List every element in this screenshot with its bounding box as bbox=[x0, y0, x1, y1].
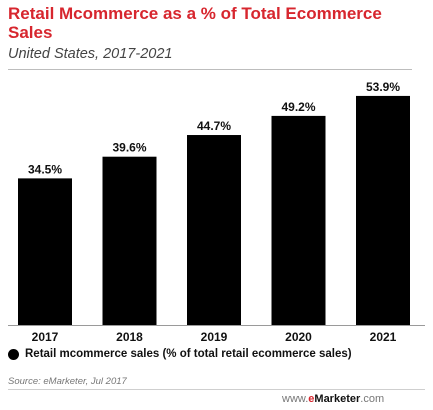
x-tick-2017: 2017 bbox=[32, 330, 59, 344]
footer-brand-rest: Marketer bbox=[314, 393, 361, 405]
x-tick-2018: 2018 bbox=[116, 330, 143, 344]
bar-2021 bbox=[356, 95, 410, 325]
data-label-2018: 39.6% bbox=[112, 141, 146, 155]
chart-subtitle: United States, 2017-2021 bbox=[8, 46, 173, 62]
footer-brand: www.eMarketer.com bbox=[282, 393, 384, 405]
footer-prefix: www. bbox=[282, 393, 309, 405]
footer-brand-e: e bbox=[308, 393, 315, 405]
legend-marker bbox=[8, 348, 19, 360]
data-label-2021: 53.9% bbox=[366, 80, 400, 94]
legend-label: Retail mcommerce sales (% of total retai… bbox=[25, 348, 352, 360]
bar-chart: 34.5% 2017 39.6% 2018 44.7% 2019 49.2% 2020 53.9… bbox=[8, 80, 425, 344]
title-divider bbox=[8, 69, 412, 70]
source-note: Source: eMarketer, Jul 2017 bbox=[8, 376, 127, 387]
footer-divider bbox=[8, 389, 425, 390]
chart-title: Retail Mcommerce as a % of Total Ecommer… bbox=[8, 4, 382, 42]
bar-2018 bbox=[102, 156, 157, 325]
bar-2019 bbox=[187, 135, 241, 325]
x-tick-2019: 2019 bbox=[201, 330, 228, 344]
bar-2017 bbox=[18, 178, 72, 325]
x-tick-2021: 2021 bbox=[370, 330, 397, 344]
bar-2020 bbox=[271, 115, 326, 326]
data-label-2017: 34.5% bbox=[28, 162, 62, 176]
data-label-2020: 49.2% bbox=[281, 100, 315, 114]
data-label-2019: 44.7% bbox=[197, 119, 231, 133]
legend: Retail mcommerce sales (% of total retai… bbox=[8, 348, 352, 360]
x-tick-2020: 2020 bbox=[285, 330, 312, 344]
footer-suffix: .com bbox=[360, 393, 385, 405]
